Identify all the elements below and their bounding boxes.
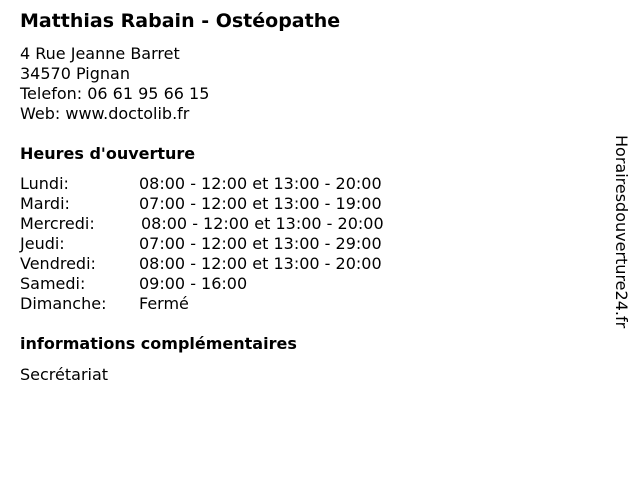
info-heading: informations complémentaires <box>20 334 297 353</box>
time: 07:00 - 12:00 et 13:00 - 29:00 <box>139 234 382 253</box>
hours-row: Jeudi: 07:00 - 12:00 et 13:00 - 29:00 <box>20 234 384 254</box>
hours-row: Lundi: 08:00 - 12:00 et 13:00 - 20:00 <box>20 174 384 194</box>
address-block: 4 Rue Jeanne Barret 34570 Pignan Telefon… <box>20 44 209 124</box>
city: 34570 Pignan <box>20 64 130 83</box>
day: Mardi: <box>20 194 70 213</box>
page-title: Matthias Rabain - Ostéopathe <box>20 10 341 32</box>
day: Mercredi: <box>20 214 95 233</box>
hours-row: Mercredi: 08:00 - 12:00 et 13:00 - 20:00 <box>20 214 384 234</box>
website: Web: www.doctolib.fr <box>20 104 190 123</box>
phone: Telefon: 06 61 95 66 15 <box>20 84 210 103</box>
time: 08:00 - 12:00 et 13:00 - 20:00 <box>141 214 384 233</box>
hours-row: Samedi: 09:00 - 16:00 <box>20 274 384 294</box>
day: Dimanche: <box>20 294 107 313</box>
hours-row: Vendredi: 08:00 - 12:00 et 13:00 - 20:00 <box>20 254 384 274</box>
hours-heading: Heures d'ouverture <box>20 144 196 163</box>
time: Fermé <box>139 294 189 313</box>
hours-row: Dimanche: Fermé <box>20 294 384 314</box>
hours-table: Lundi: 08:00 - 12:00 et 13:00 - 20:00 Mar… <box>20 174 384 314</box>
day: Jeudi: <box>20 234 65 253</box>
time: 07:00 - 12:00 et 13:00 - 19:00 <box>139 194 382 213</box>
watermark: Horairesdouverture24.fr <box>612 135 631 329</box>
day: Samedi: <box>20 274 86 293</box>
hours-row: Mardi: 07:00 - 12:00 et 13:00 - 19:00 <box>20 194 384 214</box>
time: 09:00 - 16:00 <box>139 274 248 293</box>
day: Lundi: <box>20 174 69 193</box>
time: 08:00 - 12:00 et 13:00 - 20:00 <box>139 174 382 193</box>
time: 08:00 - 12:00 et 13:00 - 20:00 <box>139 254 382 273</box>
street: 4 Rue Jeanne Barret <box>20 44 180 63</box>
info-text: Secrétariat <box>20 365 109 384</box>
day: Vendredi: <box>20 254 96 273</box>
